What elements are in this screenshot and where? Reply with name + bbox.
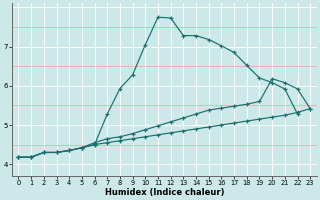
X-axis label: Humidex (Indice chaleur): Humidex (Indice chaleur) bbox=[105, 188, 224, 197]
